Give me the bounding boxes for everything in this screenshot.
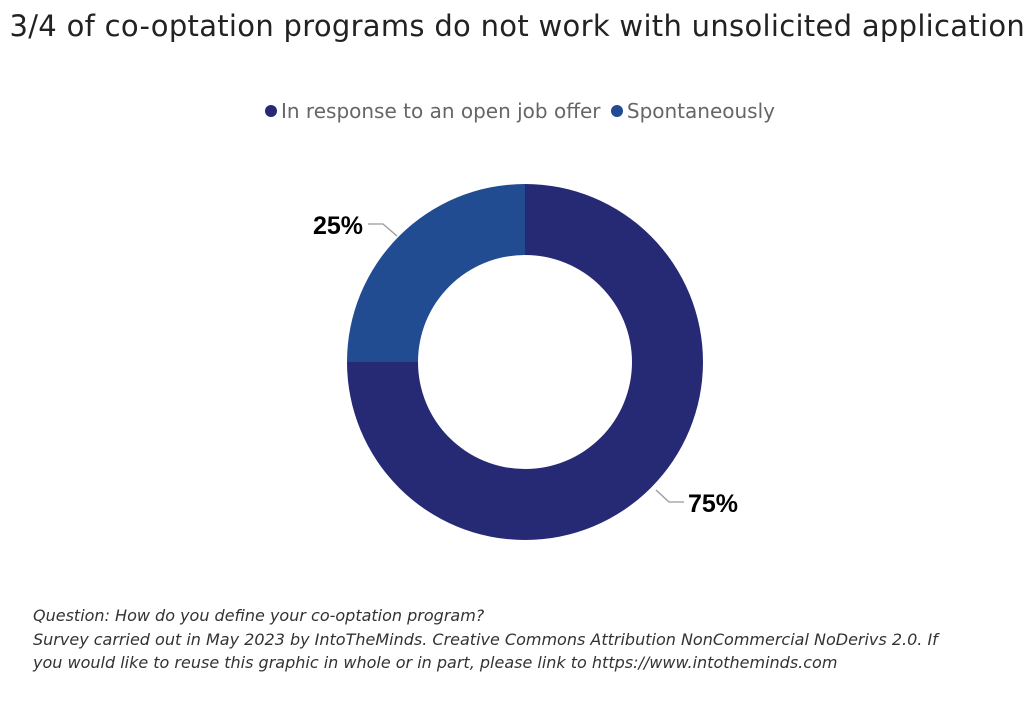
leader-line <box>655 489 684 503</box>
footnote-license: you would like to reuse this graphic in … <box>33 653 838 672</box>
donut-slice-0[interactable] <box>347 184 703 540</box>
legend-label: In response to an open job offer <box>281 99 601 123</box>
footnote-source: Survey carried out in May 2023 by IntoTh… <box>33 629 938 649</box>
legend-item-open-job-offer[interactable]: In response to an open job offer <box>265 99 601 123</box>
data-label: 75% <box>688 490 738 518</box>
footnote-question: Question: How do you define your co-opta… <box>33 606 485 625</box>
legend-item-spontaneously[interactable]: Spontaneously <box>610 99 775 123</box>
chart-title: 3/4 of co-optation programs do not work … <box>9 9 1024 43</box>
legend: In response to an open job offer Spontan… <box>0 98 1024 123</box>
donut-slice-1[interactable] <box>347 184 525 362</box>
leader-line <box>368 223 398 237</box>
legend-label: Spontaneously <box>626 99 775 123</box>
data-label: 25% <box>313 212 363 240</box>
legend-swatch <box>610 105 623 117</box>
legend-swatch <box>265 105 277 117</box>
footnote: Question: How do you define your co-opta… <box>33 604 1013 675</box>
